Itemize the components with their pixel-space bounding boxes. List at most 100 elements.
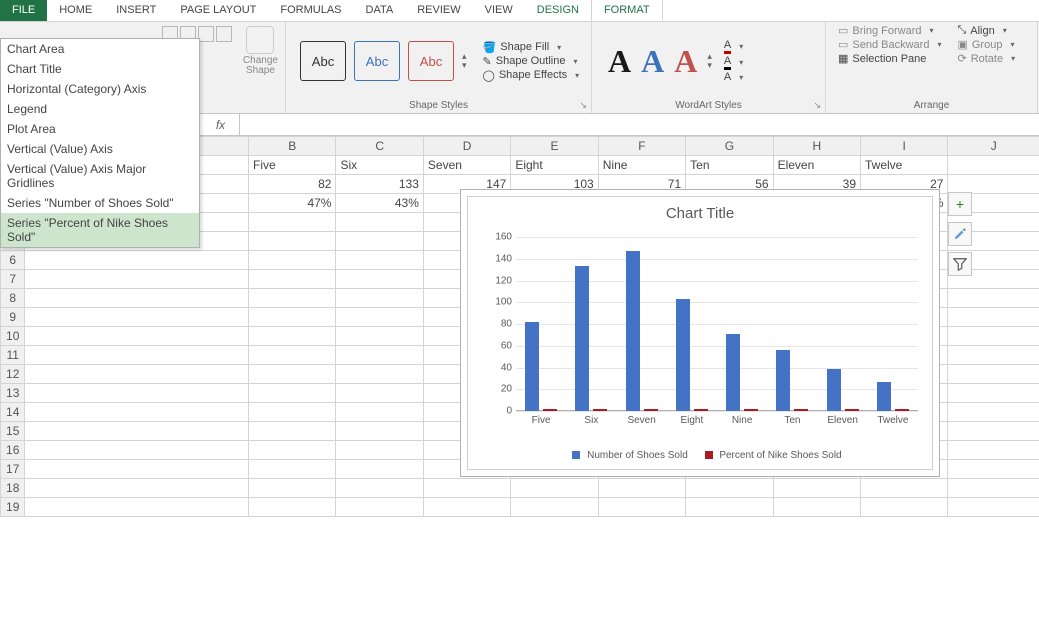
cell[interactable] [948,289,1039,308]
col-header[interactable]: B [249,137,336,156]
cell[interactable] [598,479,685,498]
dropdown-item[interactable]: Horizontal (Category) Axis [1,79,199,99]
fx-icon[interactable]: fx [202,114,240,135]
selection-pane-button[interactable]: ▦Selection Pane [836,52,943,65]
col-header[interactable]: E [511,137,598,156]
bar-series1[interactable] [877,382,891,411]
text-fill-button[interactable]: A▾ [722,39,745,54]
align-button[interactable]: ⤡Align▾ [955,24,1017,37]
row-header[interactable]: 17 [1,460,25,479]
cell[interactable] [948,441,1039,460]
cell[interactable] [948,156,1039,175]
cell[interactable] [249,384,336,403]
cell[interactable] [948,479,1039,498]
cell[interactable] [511,479,598,498]
cell[interactable] [948,365,1039,384]
shape-fill-button[interactable]: 🪣 Shape Fill▾ [481,41,582,54]
table-row[interactable]: 19 [1,498,1039,517]
formula-input[interactable] [240,114,1039,135]
cell[interactable] [773,498,860,517]
chart-styles-button[interactable] [948,222,972,246]
cell[interactable] [948,308,1039,327]
cell[interactable] [25,251,249,270]
cell[interactable] [249,232,336,251]
table-row[interactable]: 18 [1,479,1039,498]
cell[interactable] [423,498,510,517]
dropdown-item[interactable]: Plot Area [1,119,199,139]
chart-legend[interactable]: Number of Shoes Sold Percent of Nike Sho… [468,450,932,461]
cell[interactable] [948,346,1039,365]
cell[interactable] [336,327,423,346]
cell[interactable] [948,422,1039,441]
cell[interactable] [686,498,773,517]
cell[interactable] [25,479,249,498]
cell[interactable] [336,441,423,460]
cell[interactable] [861,479,948,498]
chart-title[interactable]: Chart Title [468,197,932,222]
bar-series1[interactable] [776,350,790,411]
row-header[interactable]: 10 [1,327,25,346]
cell[interactable] [336,498,423,517]
cell[interactable] [948,460,1039,479]
cell[interactable]: 43% [336,194,423,213]
row-header[interactable]: 6 [1,251,25,270]
chart-add-element-button[interactable]: + [948,192,972,216]
dropdown-item[interactable]: Chart Title [1,59,199,79]
bar-series1[interactable] [626,251,640,411]
chart-element-dropdown[interactable]: Chart AreaChart TitleHorizontal (Categor… [0,38,200,248]
wordart-preset[interactable]: A [641,43,664,80]
row-header[interactable]: 13 [1,384,25,403]
cell[interactable] [423,479,510,498]
row-header[interactable]: 8 [1,289,25,308]
cell[interactable] [249,498,336,517]
cell[interactable] [249,327,336,346]
cell[interactable] [336,479,423,498]
wordart-preset[interactable]: A [674,43,697,80]
row-header[interactable]: 11 [1,346,25,365]
col-header[interactable]: G [686,137,773,156]
embedded-chart[interactable]: Chart Title 020406080100120140160FiveSix… [460,189,940,477]
bar-series1[interactable] [525,322,539,411]
shape-style-preset[interactable]: Abc [354,41,400,81]
dropdown-item[interactable]: Series "Percent of Nike Shoes Sold" [1,213,199,247]
cell[interactable] [249,213,336,232]
cell[interactable] [25,460,249,479]
text-outline-button[interactable]: A▾ [722,55,745,70]
cell[interactable] [336,232,423,251]
tab-insert[interactable]: INSERT [104,0,168,21]
cell[interactable] [686,479,773,498]
cell[interactable] [25,346,249,365]
shape-style-preset[interactable]: Abc [408,41,454,81]
shape-style-more-icon[interactable]: ▴▾ [462,52,467,70]
cell[interactable] [25,422,249,441]
cell[interactable] [336,213,423,232]
cell[interactable]: 47% [249,194,336,213]
cell[interactable] [336,289,423,308]
tab-data[interactable]: DATA [354,0,406,21]
cell[interactable]: Five [249,156,336,175]
cell[interactable] [25,327,249,346]
cell[interactable] [249,441,336,460]
cell[interactable] [25,498,249,517]
chart-filter-button[interactable] [948,252,972,276]
cell[interactable]: Twelve [861,156,948,175]
cell[interactable] [336,308,423,327]
tab-page-layout[interactable]: PAGE LAYOUT [168,0,268,21]
cell[interactable] [948,327,1039,346]
cell[interactable] [25,403,249,422]
col-header[interactable]: J [948,137,1039,156]
cell[interactable] [249,460,336,479]
cell[interactable] [25,270,249,289]
cell[interactable] [249,251,336,270]
cell[interactable] [948,384,1039,403]
dropdown-item[interactable]: Series "Number of Shoes Sold" [1,193,199,213]
shape-outline-button[interactable]: ✎ Shape Outline▾ [481,55,582,68]
cell[interactable] [598,498,685,517]
cell[interactable] [25,441,249,460]
row-header[interactable]: 9 [1,308,25,327]
cell[interactable] [25,365,249,384]
tab-review[interactable]: REVIEW [405,0,472,21]
row-header[interactable]: 16 [1,441,25,460]
cell[interactable] [948,498,1039,517]
tab-formulas[interactable]: FORMULAS [268,0,353,21]
